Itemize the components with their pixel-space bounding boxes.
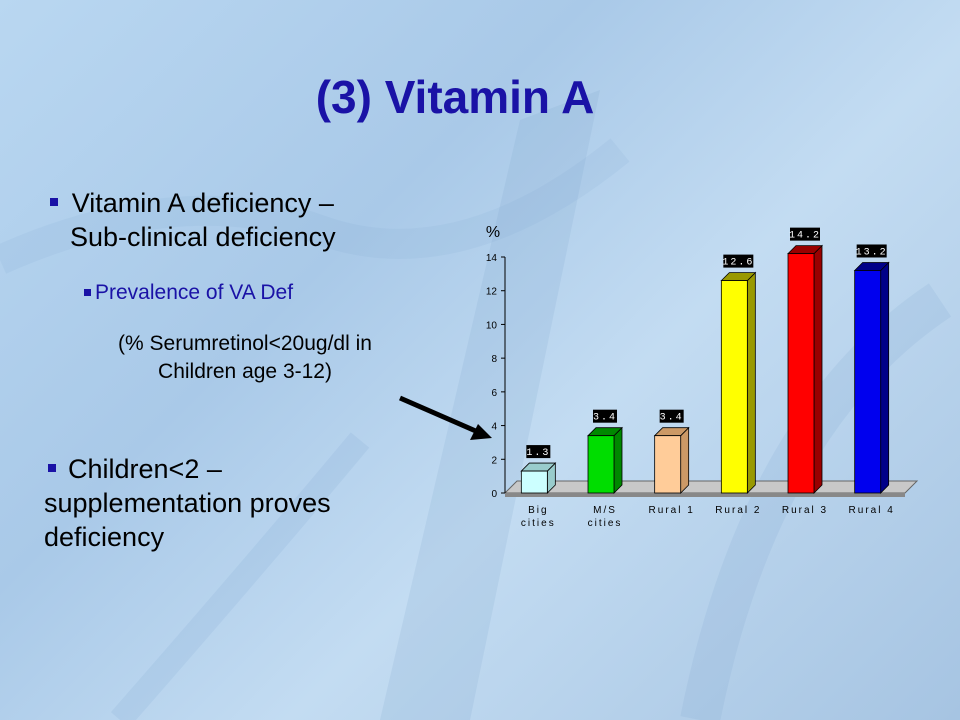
x-tick-label: Rural 1 (649, 505, 695, 516)
data-label: 12.6 (722, 258, 754, 269)
bar (854, 270, 882, 494)
vitamin-a-bar-chart: 0 2 4 6 8 10 12 14% 1.3 Big cities 3.4 M/S cities 3.4 R… (486, 224, 919, 529)
bullet1-line1: Vitamin A deficiency – (71, 188, 334, 218)
data-label: 3.4 (593, 413, 617, 424)
bar (587, 435, 615, 494)
bar (787, 253, 815, 494)
bullet1-line2: Sub-clinical deficiency (70, 222, 336, 252)
data-label-bg (790, 227, 820, 241)
note-line2: Children age 3-12) (158, 360, 332, 383)
bar (520, 470, 548, 494)
data-label-bg (593, 409, 617, 423)
note-line1: (% Serumretinol<20ug/dl in (118, 332, 372, 355)
x-tick-label: cities (521, 518, 556, 529)
data-label: 14.2 (789, 231, 821, 242)
bullet-square-icon (84, 289, 91, 296)
bullet-square-icon (48, 464, 56, 472)
y-axis-label: % (486, 224, 500, 241)
data-label: 1.3 (526, 448, 550, 459)
x-tick-label: cities (588, 518, 623, 529)
data-label: 13.2 (856, 247, 888, 258)
y-tick-label: 0 (491, 489, 497, 500)
data-label-bg (526, 445, 551, 459)
x-tick-label: Rural 4 (849, 505, 895, 516)
x-tick-label: Rural 3 (782, 505, 828, 516)
bar-side (680, 426, 690, 494)
y-tick-label: 12 (486, 287, 498, 298)
data-label-bg (856, 244, 887, 258)
y-tick-label: 2 (491, 455, 497, 466)
y-tick-label: 8 (491, 354, 497, 365)
chart-floor-edge (505, 493, 905, 497)
bar-side (613, 426, 623, 494)
y-tick-label: 6 (491, 388, 497, 399)
x-tick-label: M/S (593, 505, 617, 516)
bullet-vitamin-a-deficiency: Vitamin A deficiency – Sub-clinical defi… (50, 186, 450, 254)
x-tick-label: Big (528, 505, 548, 516)
data-label-bg (723, 254, 754, 268)
data-label-bg (659, 409, 684, 423)
sub-bullet-prevalence: Prevalence of VA Def (84, 281, 293, 305)
bar (720, 280, 748, 494)
y-tick-label: 10 (486, 320, 498, 331)
bar-side (813, 244, 823, 494)
bullet2-line2: supplementation proves (44, 488, 331, 518)
serumretinol-note: (% Serumretinol<20ug/dl in Children age … (40, 330, 450, 386)
bar-side (746, 271, 756, 494)
bullet-square-icon (50, 198, 58, 206)
slide-title: (3) Vitamin A (315, 71, 595, 123)
y-tick-label: 14 (486, 253, 498, 264)
y-tick-label: 4 (491, 422, 497, 433)
x-tick-label: Rural 2 (715, 505, 761, 516)
bullet2-line1: Children<2 – (68, 454, 222, 484)
bullet2-line3: deficiency (44, 522, 165, 552)
bullet-children-under-2: Children<2 – (48, 452, 448, 486)
bar-side (880, 261, 890, 494)
sub-bullet-text: Prevalence of VA Def (95, 281, 294, 304)
bar (654, 435, 682, 494)
bullet2-continuation: supplementation proves deficiency (44, 486, 464, 554)
data-label: 3.4 (660, 413, 684, 424)
